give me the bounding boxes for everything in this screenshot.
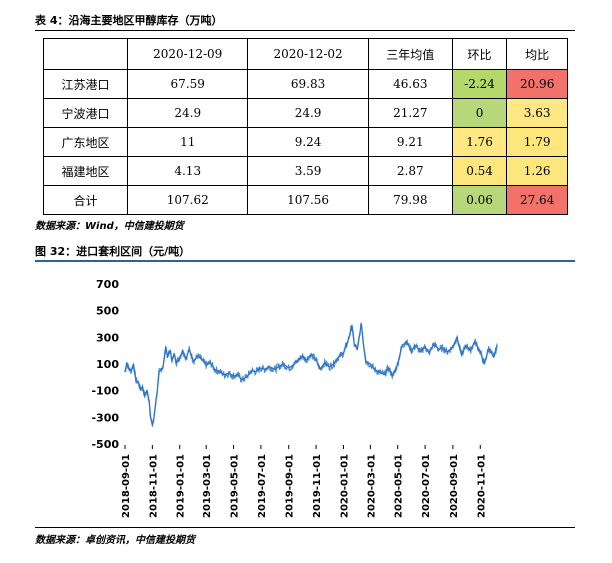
figure-source: 数据来源：卓创资讯，中信建投期货: [35, 535, 195, 546]
y-tick-label: -100: [91, 385, 119, 398]
table-row-total: 合计 107.62 107.56 79.98 0.06 27.64: [42, 185, 568, 215]
series-line: [124, 323, 498, 426]
series-line-detail: [124, 322, 498, 427]
avg-cell: 21.27: [367, 98, 453, 128]
x-axis: 2018-09-01 2018-11-01 2019-01-01 2019-03-01…: [121, 445, 487, 518]
value-cell: 107.56: [247, 185, 369, 215]
hb-cell: 0.06: [451, 185, 508, 215]
jb-cell: 27.64: [506, 185, 568, 215]
y-axis: 700 500 300 100 -100 -300 -500: [91, 278, 119, 451]
value-cell: 3.59: [247, 156, 369, 186]
region-cell: 福建地区: [42, 156, 129, 186]
jb-cell: 1.79: [506, 127, 568, 157]
series-group: [124, 322, 498, 427]
x-tick-label: 2018-09-01: [121, 454, 132, 518]
avg-cell: 2.87: [367, 156, 453, 186]
x-tick-label: 2020-07-01: [421, 454, 432, 518]
jb-cell: 3.63: [506, 98, 568, 128]
table-top-rule: [35, 30, 575, 31]
avg-cell: 46.63: [367, 69, 453, 99]
figure-bottom-rule: [35, 527, 575, 528]
y-tick-label: -500: [91, 438, 119, 451]
header-cell: 2020-12-02: [247, 38, 369, 70]
y-tick-label: 100: [96, 358, 119, 371]
hb-cell: 1.76: [451, 127, 508, 157]
hb-cell: -2.24: [451, 69, 508, 99]
region-cell: 合计: [42, 185, 129, 215]
table-row: 福建地区 4.13 3.59 2.87 0.54 1.26: [42, 156, 568, 186]
x-tick-label: 2020-11-01: [476, 454, 487, 518]
header-cell: 环比: [451, 38, 508, 70]
x-tick-label: 2019-07-01: [257, 454, 268, 518]
x-tick-label: 2019-03-01: [202, 454, 213, 518]
table-header-row: 2020-12-09 2020-12-02 三年均值 环比 均比: [42, 38, 568, 70]
y-tick-label: 500: [96, 305, 119, 318]
region-cell: 广东地区: [42, 127, 129, 157]
figure-caption: 图 32：进口套利区间（元/吨）: [35, 245, 191, 258]
x-tick-label: 2019-05-01: [230, 454, 241, 518]
value-cell: 69.83: [247, 69, 369, 99]
avg-cell: 79.98: [367, 185, 453, 215]
header-cell: [42, 38, 129, 70]
header-cell: 2020-12-09: [127, 38, 249, 70]
header-cell: 均比: [506, 38, 568, 70]
x-tick-label: 2020-09-01: [449, 454, 460, 518]
hb-cell: 0: [451, 98, 508, 128]
inventory-table: 2020-12-09 2020-12-02 三年均值 环比 均比 江苏港口 67…: [42, 38, 568, 215]
y-tick-label: 700: [96, 278, 119, 291]
jb-cell: 20.96: [506, 69, 568, 99]
table-caption: 表 4：沿海主要地区甲醇库存（万吨）: [35, 14, 223, 27]
region-cell: 江苏港口: [42, 69, 129, 99]
value-cell: 107.62: [127, 185, 249, 215]
x-tick-label: 2019-09-01: [285, 454, 296, 518]
header-cell: 三年均值: [367, 38, 453, 70]
x-tick-label: 2019-11-01: [312, 454, 323, 518]
value-cell: 67.59: [127, 69, 249, 99]
table-source: 数据来源：Wind，中信建投期货: [35, 221, 184, 232]
value-cell: 4.13: [127, 156, 249, 186]
hb-cell: 0.54: [451, 156, 508, 186]
x-tick-label: 2020-01-01: [339, 454, 350, 518]
x-tick-label: 2020-05-01: [394, 454, 405, 518]
value-cell: 9.24: [247, 127, 369, 157]
x-tick-label: 2019-01-01: [176, 454, 187, 518]
figure-top-rule: [35, 260, 575, 262]
y-tick-label: 300: [96, 331, 119, 344]
jb-cell: 1.26: [506, 156, 568, 186]
table-row: 广东地区 11 9.24 9.21 1.76 1.79: [42, 127, 568, 157]
x-tick-label: 2020-03-01: [366, 454, 377, 518]
value-cell: 24.9: [247, 98, 369, 128]
table-row: 江苏港口 67.59 69.83 46.63 -2.24 20.96: [42, 69, 568, 99]
x-tick-label: 2018-11-01: [148, 454, 159, 518]
region-cell: 宁波港口: [42, 98, 129, 128]
y-tick-label: -300: [91, 411, 119, 424]
table-row: 宁波港口 24.9 24.9 21.27 0 3.63: [42, 98, 568, 128]
value-cell: 11: [127, 127, 249, 157]
avg-cell: 9.21: [367, 127, 453, 157]
value-cell: 24.9: [127, 98, 249, 128]
